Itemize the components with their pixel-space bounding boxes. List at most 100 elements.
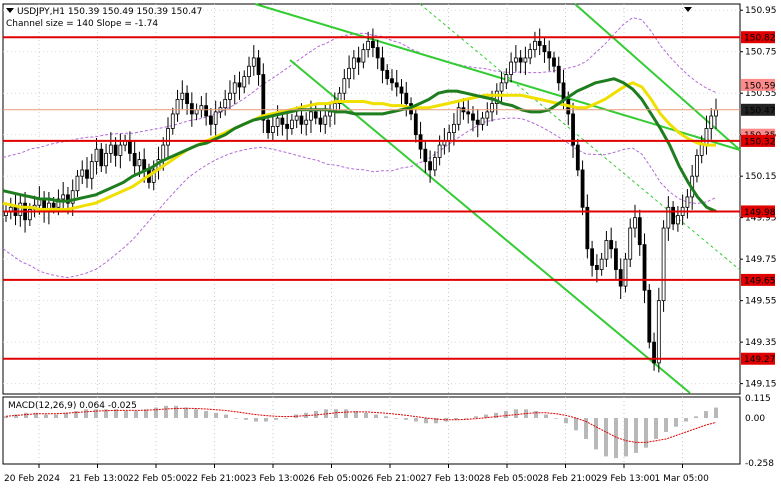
candle-body (256, 57, 261, 75)
candle-body (275, 117, 280, 127)
macd-hist-bar (524, 409, 528, 419)
candle-body (94, 148, 99, 163)
macd-hist-bar (294, 414, 298, 419)
candle-body (661, 227, 666, 302)
x-tick-label: 21 Feb 13:00 (70, 474, 129, 484)
macd-hist-bar (614, 418, 618, 459)
macd-hist-bar (374, 414, 378, 419)
candle-body (166, 128, 170, 146)
candlesticks (4, 28, 718, 373)
level-badge-bg (741, 134, 775, 147)
candle-body (204, 105, 209, 117)
candle-body (590, 248, 595, 266)
macd-hist-bar (174, 405, 178, 419)
macd-hist-bar (164, 405, 168, 419)
candle-body (432, 157, 437, 171)
candle-body (666, 206, 671, 229)
macd-hist-bar (594, 418, 598, 450)
candle-body (99, 148, 104, 167)
macd-panel: 0.115 0.00 -0.258 (4, 394, 774, 469)
macd-hist-bar (224, 414, 228, 419)
candle-body (323, 115, 328, 125)
candle-body (247, 65, 251, 78)
candle-body (452, 123, 456, 134)
candle-body (242, 76, 247, 88)
macd-hist-bar (254, 418, 258, 422)
macd-hist-bar (344, 409, 348, 419)
candle-body (499, 82, 504, 92)
macd-hist-bar (634, 418, 638, 453)
macd-label: MACD(12,26,9) 0.064 -0.025 (8, 401, 137, 411)
candle-body (270, 125, 275, 134)
macd-hist-bar (404, 418, 408, 420)
x-tick-label: 26 Feb 21:00 (362, 474, 421, 484)
candle-body (89, 161, 94, 179)
candle-body (313, 111, 318, 119)
y-tick-label: 149.35 (745, 338, 777, 348)
y-tick-label: 150.95 (745, 6, 777, 16)
candle-body (290, 119, 294, 129)
macd-hist-bar (454, 418, 458, 420)
current-price-badge-bg (741, 103, 775, 116)
grid-lines (3, 4, 740, 464)
candle-body (285, 123, 290, 129)
candle-body (375, 47, 380, 59)
macd-hist-bar (394, 418, 398, 419)
macd-plot-frame (2, 396, 741, 465)
macd-hist-bar (214, 412, 218, 419)
candle-body (237, 82, 242, 88)
candle-body (656, 300, 661, 364)
macd-hist-bar (504, 411, 508, 419)
candle-body (695, 155, 699, 177)
y-tick-label: 149.75 (745, 255, 777, 265)
macd-hist-bar (324, 409, 328, 419)
dropdown-triangle-icon[interactable] (6, 8, 14, 13)
candle-body (385, 69, 390, 80)
candle-body (485, 111, 490, 119)
candle-body (70, 190, 75, 204)
candle-body (494, 90, 499, 104)
candle-body (585, 206, 590, 250)
hidden-tag-bg (741, 78, 775, 91)
bollinger-upper (2, 17, 717, 158)
macd-hist-bar (54, 414, 58, 419)
candle-body (380, 57, 385, 71)
macd-hist-bar (484, 414, 488, 419)
macd-hist-bar (494, 412, 498, 419)
candle-body (351, 57, 356, 69)
candle-body (342, 78, 347, 94)
macd-hist-bar (644, 418, 648, 448)
macd-hist-bar (434, 418, 438, 424)
macd-tick-label: -0.258 (745, 459, 774, 469)
candle-body (318, 117, 323, 125)
candle-body (394, 82, 399, 88)
macd-hist-bar (684, 418, 688, 422)
candle-body (509, 61, 514, 75)
level-badge-bg (741, 205, 775, 218)
bollinger-bands (2, 17, 717, 279)
chart-shift-icon[interactable] (684, 7, 692, 12)
candle-body (232, 82, 237, 94)
level-badge: 150.82 (744, 34, 776, 44)
candle-body (413, 113, 418, 136)
x-tick-label: 27 Feb 13:00 (421, 474, 480, 484)
candle-body (437, 144, 442, 158)
candle-body (518, 57, 523, 63)
candle-body (356, 57, 361, 63)
candle-body (685, 196, 690, 208)
macd-hist-bar (334, 409, 338, 419)
candle-body (390, 78, 394, 84)
candle-body (533, 40, 537, 51)
macd-hist-bar (94, 409, 98, 419)
candle-body (228, 92, 232, 100)
y-tick-label: 149.95 (745, 214, 777, 224)
level-badge: 149.65 (744, 276, 776, 286)
macd-hist-bar (144, 409, 148, 419)
candle-body (251, 57, 256, 67)
candle-body (175, 99, 180, 115)
candle-body (404, 92, 409, 104)
candle-body (609, 240, 614, 250)
macd-hist-bar (134, 411, 138, 419)
candle-body (552, 57, 556, 67)
